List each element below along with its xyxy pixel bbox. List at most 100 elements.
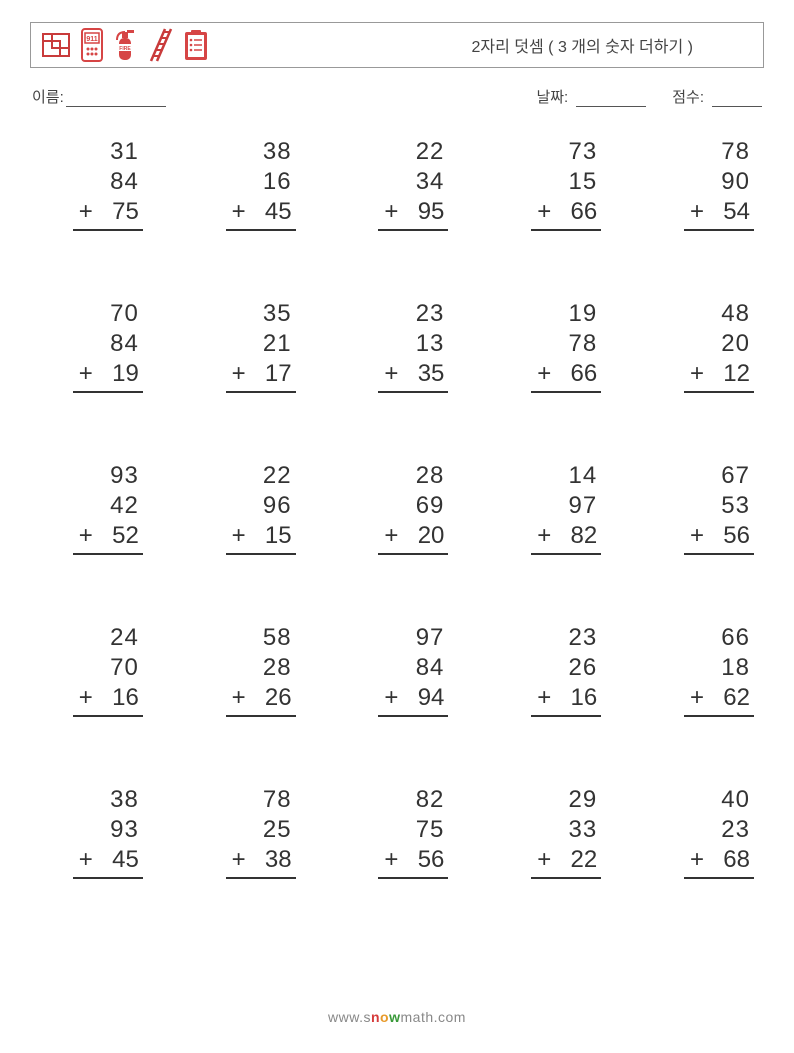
footer-suffix: math.com: [401, 1009, 466, 1025]
addition-problem: 1978+66: [498, 299, 601, 413]
addition-problem: 6618+62: [651, 623, 754, 737]
addend-2: 69: [416, 491, 449, 521]
addend-1: 35: [263, 299, 296, 329]
addend-3: 95: [418, 197, 445, 227]
svg-text:911: 911: [86, 36, 97, 43]
operator: +: [79, 845, 93, 875]
addend-2: 96: [263, 491, 296, 521]
answer-line[interactable]: [378, 229, 448, 251]
addend-1: 93: [110, 461, 143, 491]
date-blank[interactable]: [576, 91, 646, 107]
answer-line[interactable]: [531, 553, 601, 575]
addition-problem: 6753+56: [651, 461, 754, 575]
answer-line[interactable]: [531, 391, 601, 413]
addend-3: 16: [112, 683, 139, 713]
addition-problem: 3816+45: [193, 137, 296, 251]
operator: +: [690, 197, 704, 227]
answer-line[interactable]: [226, 715, 296, 737]
answer-line[interactable]: [73, 391, 143, 413]
score-blank[interactable]: [712, 91, 762, 107]
addend-1: 38: [263, 137, 296, 167]
operator: +: [537, 845, 551, 875]
addend-1: 22: [416, 137, 449, 167]
operator: +: [384, 359, 398, 389]
addend-1: 70: [110, 299, 143, 329]
addend-1: 97: [416, 623, 449, 653]
addition-problem: 2470+16: [40, 623, 143, 737]
answer-line[interactable]: [73, 877, 143, 899]
addend-2: 75: [416, 815, 449, 845]
addend-1: 58: [263, 623, 296, 653]
addition-problem: 3184+75: [40, 137, 143, 251]
addend-1: 31: [110, 137, 143, 167]
info-line: 이름: 날짜: 점수:: [30, 86, 764, 107]
addition-problem: 5828+26: [193, 623, 296, 737]
addition-problem: 7315+66: [498, 137, 601, 251]
answer-line[interactable]: [73, 715, 143, 737]
answer-line[interactable]: [531, 877, 601, 899]
addition-problem: 3893+45: [40, 785, 143, 899]
answer-line[interactable]: [684, 229, 754, 251]
operator: +: [690, 521, 704, 551]
addend-1: 28: [416, 461, 449, 491]
addend-2: 15: [568, 167, 601, 197]
answer-line[interactable]: [531, 229, 601, 251]
addend-3: 66: [570, 359, 597, 389]
addition-problem: 2313+35: [346, 299, 449, 413]
answer-line[interactable]: [378, 553, 448, 575]
footer-o: o: [380, 1009, 389, 1025]
addend-2: 28: [263, 653, 296, 683]
operator: +: [384, 683, 398, 713]
answer-line[interactable]: [73, 229, 143, 251]
addend-2: 84: [110, 329, 143, 359]
answer-line[interactable]: [684, 553, 754, 575]
answer-line[interactable]: [73, 553, 143, 575]
phone-911-icon: 911: [81, 28, 103, 62]
addend-1: 78: [263, 785, 296, 815]
addition-problem: 9784+94: [346, 623, 449, 737]
addition-problem: 4820+12: [651, 299, 754, 413]
header-box: 911 FIRE: [30, 22, 764, 68]
addend-1: 82: [416, 785, 449, 815]
addend-2: 20: [721, 329, 754, 359]
operator: +: [232, 197, 246, 227]
answer-line[interactable]: [684, 391, 754, 413]
addend-1: 19: [568, 299, 601, 329]
answer-line[interactable]: [531, 715, 601, 737]
answer-line[interactable]: [226, 229, 296, 251]
date-label: 날짜:: [536, 86, 568, 107]
footer-url: www.snowmath.com: [0, 1009, 794, 1025]
answer-line[interactable]: [684, 877, 754, 899]
addition-problem: 2869+20: [346, 461, 449, 575]
operator: +: [690, 683, 704, 713]
operator: +: [537, 359, 551, 389]
operator: +: [232, 359, 246, 389]
answer-line[interactable]: [378, 391, 448, 413]
addend-3: 56: [418, 845, 445, 875]
header-icons: 911 FIRE: [41, 27, 209, 63]
addend-3: 38: [265, 845, 292, 875]
addend-1: 23: [568, 623, 601, 653]
addition-problem: 2326+16: [498, 623, 601, 737]
addition-problem: 4023+68: [651, 785, 754, 899]
addend-3: 68: [723, 845, 750, 875]
name-label: 이름:: [32, 86, 64, 107]
addend-1: 48: [721, 299, 754, 329]
answer-line[interactable]: [226, 553, 296, 575]
answer-line[interactable]: [378, 715, 448, 737]
addend-3: 45: [112, 845, 139, 875]
name-blank[interactable]: [66, 91, 166, 107]
worksheet-title: 2자리 덧셈 ( 3 개의 숫자 더하기 ): [472, 33, 754, 57]
addend-1: 22: [263, 461, 296, 491]
addend-2: 16: [263, 167, 296, 197]
answer-line[interactable]: [378, 877, 448, 899]
answer-line[interactable]: [684, 715, 754, 737]
addend-1: 29: [568, 785, 601, 815]
answer-line[interactable]: [226, 877, 296, 899]
addend-2: 70: [110, 653, 143, 683]
addend-2: 53: [721, 491, 754, 521]
addend-1: 38: [110, 785, 143, 815]
addend-3: 52: [112, 521, 139, 551]
addition-problem: 2933+22: [498, 785, 601, 899]
answer-line[interactable]: [226, 391, 296, 413]
